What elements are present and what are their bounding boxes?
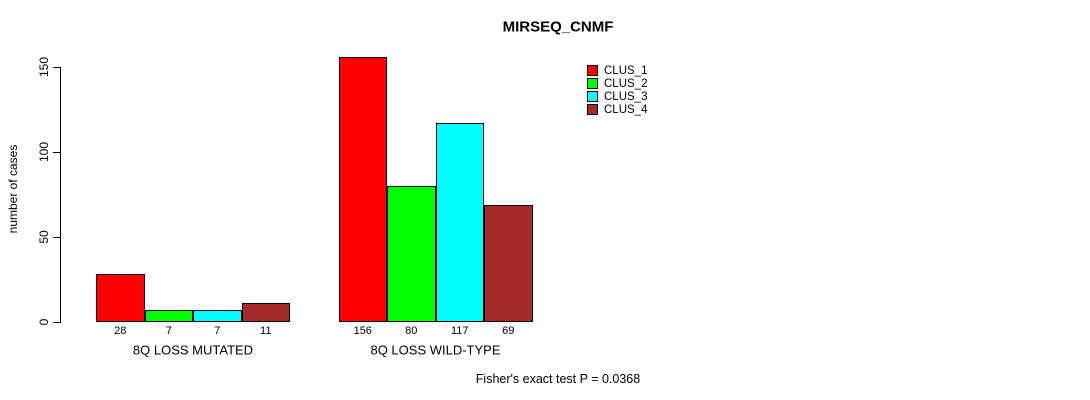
legend-item: CLUS_1: [587, 64, 647, 77]
legend-swatch: [587, 78, 598, 89]
y-tick-label: 50: [37, 230, 51, 244]
legend-label: CLUS_1: [604, 64, 648, 77]
y-tick: [53, 322, 60, 323]
category-label: 8Q LOSS WILD-TYPE: [370, 342, 501, 358]
bar-value-label: 80: [405, 325, 418, 337]
legend: CLUS_1 CLUS_2 CLUS_3 CLUS_4: [587, 64, 647, 116]
chart-title: MIRSEQ_CNMF: [502, 18, 614, 36]
bar-value-label: 117: [450, 325, 469, 337]
legend-label: CLUS_2: [604, 77, 648, 90]
bar-value-label: 69: [502, 325, 515, 337]
y-tick-label: 100: [37, 141, 51, 163]
legend-swatch: [587, 91, 598, 102]
bar: [144, 310, 193, 322]
bar: [338, 56, 387, 322]
y-tick: [53, 152, 60, 153]
y-tick-label: 0: [37, 318, 51, 326]
bar-value-label: 28: [114, 325, 127, 337]
legend-label: CLUS_3: [604, 90, 648, 103]
bar-value-label: 7: [165, 325, 172, 337]
legend-swatch: [587, 104, 598, 115]
bar: [435, 123, 484, 322]
legend-item: CLUS_4: [587, 103, 647, 116]
y-tick: [53, 67, 60, 68]
bar: [484, 204, 533, 322]
legend-item: CLUS_2: [587, 77, 647, 90]
bar-value-label: 7: [214, 325, 221, 337]
fisher-test-note: Fisher's exact test P = 0.0368: [475, 372, 641, 386]
bar-value-label: 156: [353, 325, 372, 337]
category-label: 8Q LOSS MUTATED: [132, 342, 254, 358]
y-tick-label: 150: [37, 56, 51, 78]
legend-label: CLUS_4: [604, 103, 648, 116]
bar: [193, 310, 242, 322]
bar-value-label: 11: [260, 325, 272, 337]
bar: [241, 303, 290, 322]
legend-swatch: [587, 65, 598, 76]
legend-item: CLUS_3: [587, 90, 647, 103]
y-tick: [53, 237, 60, 238]
bar: [96, 274, 145, 322]
y-axis-line: [60, 67, 61, 323]
bar: [387, 186, 436, 322]
y-axis-label: number of cases: [6, 144, 20, 234]
